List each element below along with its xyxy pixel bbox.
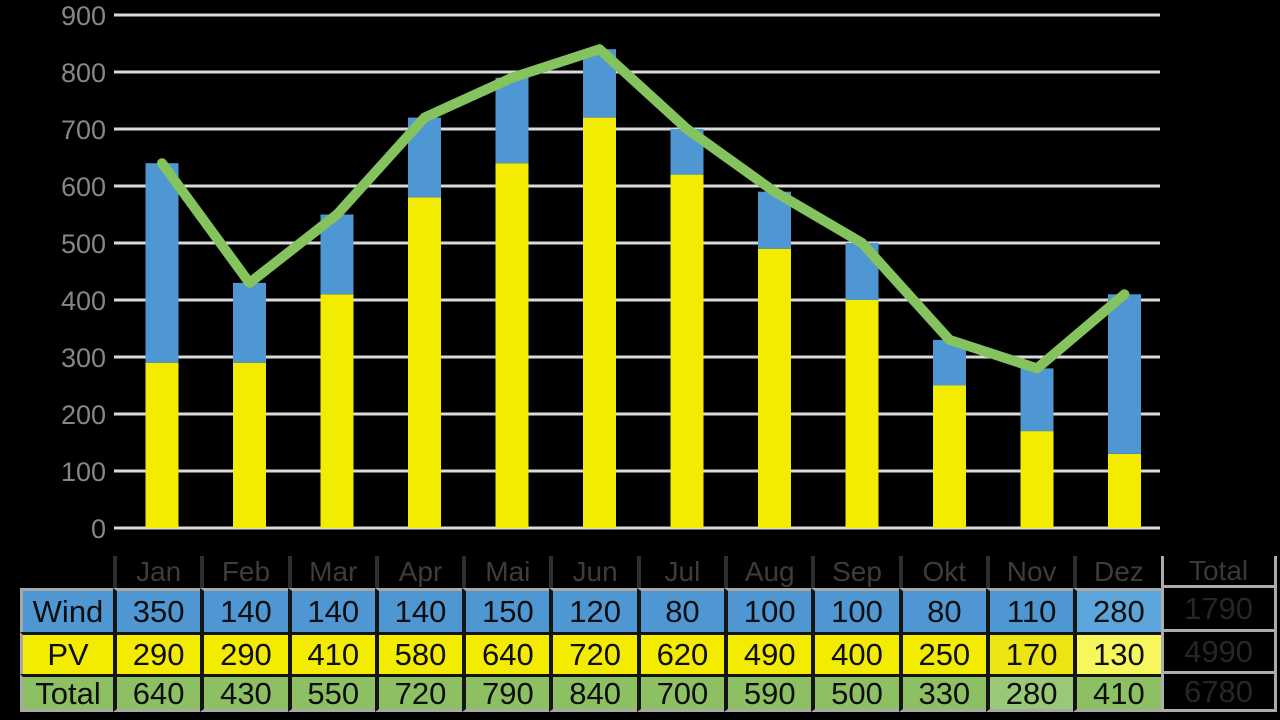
column-header-apr: Apr — [374, 556, 462, 588]
cell-total-jan: 640 — [113, 674, 201, 712]
cell-wind-jan: 350 — [113, 588, 201, 632]
cell-pv-mai: 640 — [462, 632, 550, 674]
cell-total-jun: 840 — [549, 674, 637, 712]
cell-pv-apr: 580 — [374, 632, 463, 674]
bar-pv-jun — [583, 117, 616, 528]
monthly-data-table: Jan Feb Mar Apr Mai Jun Jul Aug Sep Okt Nov Dez Tota… — [20, 556, 1277, 712]
cell-total-aug: 590 — [724, 674, 812, 712]
bar-pv-nov — [1020, 431, 1054, 528]
cell-wind-mai: 150 — [462, 588, 550, 632]
y-axis-label-200: 200 — [61, 400, 106, 430]
bar-wind-jan — [145, 163, 179, 363]
cell-pv-jan: 290 — [113, 632, 201, 674]
y-axis-label-800: 800 — [61, 58, 106, 88]
row-label-wind: Wind — [20, 588, 113, 632]
bar-pv-mai — [495, 163, 529, 528]
cell-pv-total: 4990 — [1160, 632, 1277, 674]
cell-pv-sep: 400 — [811, 632, 899, 674]
cell-total-sep: 500 — [811, 674, 899, 712]
bar-pv-okt — [933, 385, 966, 528]
cell-total-mai: 790 — [462, 674, 550, 712]
cell-wind-mar: 140 — [287, 588, 375, 632]
y-axis-label-600: 600 — [61, 172, 106, 202]
bar-pv-jul — [670, 174, 704, 528]
column-header-jun: Jun — [549, 556, 636, 588]
cell-wind-jul: 80 — [636, 588, 725, 632]
bar-wind-nov — [1020, 368, 1054, 432]
row-label-total: Total — [20, 674, 113, 712]
cell-wind-total: 1790 — [1160, 588, 1277, 632]
y-axis-label-500: 500 — [61, 229, 106, 259]
cell-pv-jul: 620 — [636, 632, 725, 674]
cell-total-dez: 410 — [1073, 674, 1161, 712]
column-header-aug: Aug — [724, 556, 811, 588]
cell-pv-aug: 490 — [724, 632, 812, 674]
cell-total-mar: 550 — [287, 674, 375, 712]
bar-pv-jan — [145, 362, 179, 528]
cell-pv-okt: 250 — [898, 632, 986, 674]
column-header-sep: Sep — [811, 556, 898, 588]
cell-wind-jun: 120 — [549, 588, 637, 632]
cell-pv-nov: 170 — [985, 632, 1074, 674]
cell-pv-mar: 410 — [287, 632, 375, 674]
column-header-dez: Dez — [1073, 556, 1160, 588]
cell-wind-feb: 140 — [200, 588, 288, 632]
column-header-mai: Mai — [462, 556, 549, 588]
total-line — [157, 44, 1130, 374]
cell-wind-apr: 140 — [374, 588, 463, 632]
column-header-jan: Jan — [113, 556, 200, 588]
bar-pv-apr — [408, 197, 441, 528]
stacked-bar-line-chart: 0 100 200 300 400 500 600 700 800 900 — [61, 1, 1160, 544]
bar-wind-mai — [495, 77, 529, 164]
y-axis-label-700: 700 — [61, 115, 106, 145]
cell-wind-nov: 110 — [985, 588, 1074, 632]
column-header-nov: Nov — [985, 556, 1073, 588]
cell-total-apr: 720 — [374, 674, 463, 712]
cell-wind-okt: 80 — [898, 588, 986, 632]
cell-wind-sep: 100 — [811, 588, 899, 632]
bar-pv-feb — [233, 362, 266, 528]
bar-pv-dez — [1108, 453, 1141, 528]
y-axis-label-400: 400 — [61, 286, 106, 316]
bar-wind-feb — [233, 282, 266, 363]
cell-pv-feb: 290 — [200, 632, 288, 674]
cell-pv-jun: 720 — [549, 632, 637, 674]
cell-wind-dez: 280 — [1073, 588, 1161, 632]
column-header-mar: Mar — [287, 556, 375, 588]
bar-pv-sep — [845, 300, 879, 528]
cell-total-nov: 280 — [985, 674, 1074, 712]
table-corner — [20, 556, 113, 588]
cell-total-feb: 430 — [200, 674, 288, 712]
cell-total-okt: 330 — [898, 674, 986, 712]
bar-pv-mar — [320, 294, 354, 528]
bar-wind-dez — [1108, 294, 1141, 454]
column-header-jul: Jul — [636, 556, 724, 588]
column-header-okt: Okt — [898, 556, 986, 588]
column-header-feb: Feb — [200, 556, 287, 588]
y-axis-label-100: 100 — [61, 457, 106, 487]
column-header-total: Total — [1160, 556, 1277, 588]
row-label-pv: PV — [20, 632, 113, 674]
cell-total-total: 6780 — [1160, 674, 1277, 712]
y-axis-label-0: 0 — [91, 514, 106, 544]
bar-pv-aug — [758, 248, 791, 528]
cell-total-jul: 700 — [636, 674, 725, 712]
y-axis-label-900: 900 — [61, 1, 106, 31]
cell-wind-aug: 100 — [724, 588, 812, 632]
y-axis-label-300: 300 — [61, 343, 106, 373]
cell-pv-dez: 130 — [1073, 632, 1161, 674]
